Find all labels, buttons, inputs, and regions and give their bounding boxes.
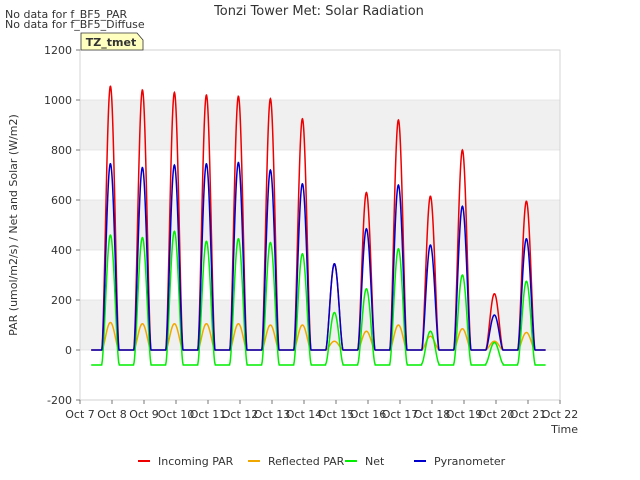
legend-label: Reflected PAR [268,455,345,468]
x-axis-label: Time [550,423,578,436]
series-line-net [91,230,546,366]
no-data-note-diffuse: No data for f_BF5_Diffuse [5,18,145,31]
y-tick-label: 600 [51,194,72,207]
legend-label: Pyranometer [434,455,506,468]
x-tick-label: Oct 20 [478,408,515,421]
x-tick-label: Oct 16 [350,408,387,421]
legend: Incoming PAR Reflected PAR Net Pyranometer [138,455,506,468]
x-tick-label: Oct 13 [254,408,291,421]
series-line-pyranometer [91,161,546,351]
y-tick-label: 400 [51,244,72,257]
x-tick-label: Oct 21 [510,408,547,421]
x-tick-label: Oct 10 [158,408,195,421]
x-tick-label: Oct 8 [97,408,127,421]
y-tick-label: 0 [65,344,72,357]
y-axis-label: PAR (umol/m2/s) / Net and Solar (W/m2) [7,114,20,336]
x-tick-label: Oct 14 [286,408,323,421]
site-badge: TZ_tmet [80,32,144,51]
grid-band [80,100,560,150]
x-tick-label: Oct 18 [414,408,451,421]
x-tick-label: Oct 15 [318,408,355,421]
x-tick-label: Oct 9 [129,408,159,421]
grid-band [80,200,560,250]
y-axis: -200 0 200 400 600 800 1000 1200 [44,44,80,407]
x-tick-label: Oct 17 [382,408,419,421]
y-tick-label: 1000 [44,94,72,107]
x-tick-label: Oct 7 [65,408,95,421]
legend-label: Incoming PAR [158,455,234,468]
x-tick-label: Oct 12 [222,408,259,421]
grid-band [80,300,560,350]
y-tick-label: -200 [47,394,72,407]
site-badge-label: TZ_tmet [86,36,136,49]
y-tick-label: 1200 [44,44,72,57]
x-tick-label: Oct 22 [542,408,579,421]
y-tick-label: 800 [51,144,72,157]
x-tick-label: Oct 19 [446,408,483,421]
plot-frame [79,49,561,401]
x-tick-label: Oct 11 [190,408,227,421]
no-data-note-par: No data for f_BF5_PAR [5,8,128,21]
y-tick-label: 200 [51,294,72,307]
series-layer [91,85,546,366]
chart-title: Tonzi Tower Met: Solar Radiation [213,4,424,19]
site-badge-box [80,32,144,51]
grid-bands [80,100,560,350]
legend-label: Net [365,455,385,468]
